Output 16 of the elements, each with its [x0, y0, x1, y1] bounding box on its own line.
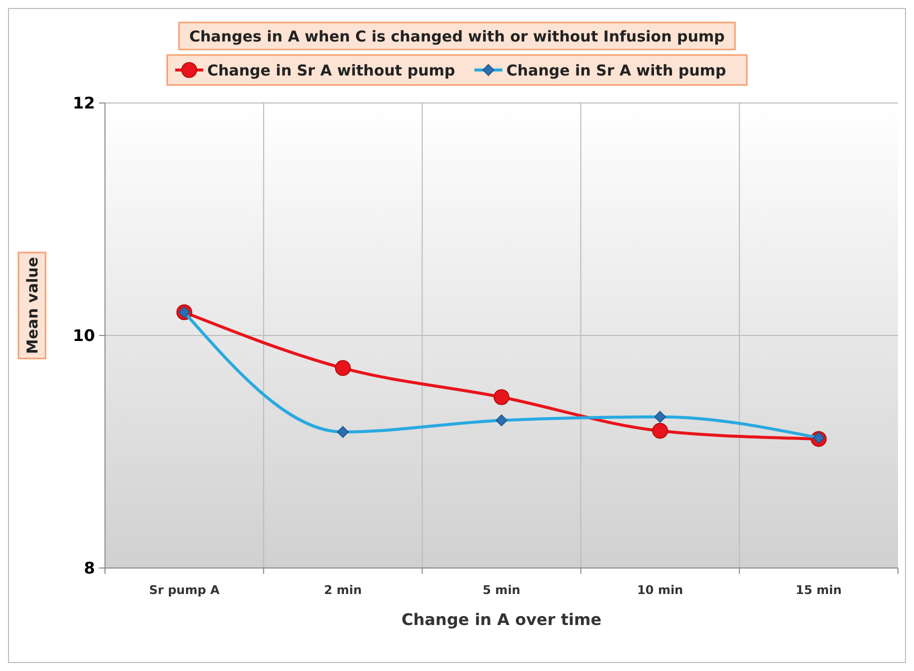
point [652, 422, 668, 439]
y-tick-label: 10 [72, 326, 95, 346]
x-tick-label: 5 min [482, 583, 520, 597]
y-axis-title: Mean value [23, 256, 42, 354]
x-tick-label: 15 min [796, 583, 842, 597]
point [335, 360, 351, 376]
x-tick-label: 10 min [637, 583, 684, 597]
x-tick-label: 2 min [324, 583, 362, 597]
x-tick-label: Sr pump A [149, 583, 220, 597]
legend-label: Change in Sr A with pump [506, 61, 726, 80]
chart-title: Changes in A when C is changed with or without Infusion pump [189, 27, 726, 46]
x-axis-title: Change in A over time [402, 610, 602, 629]
point [494, 389, 510, 406]
y-tick-label: 8 [84, 558, 95, 578]
legend-label: Change in Sr A without pump [207, 61, 456, 80]
y-tick-label: 12 [72, 94, 95, 113]
